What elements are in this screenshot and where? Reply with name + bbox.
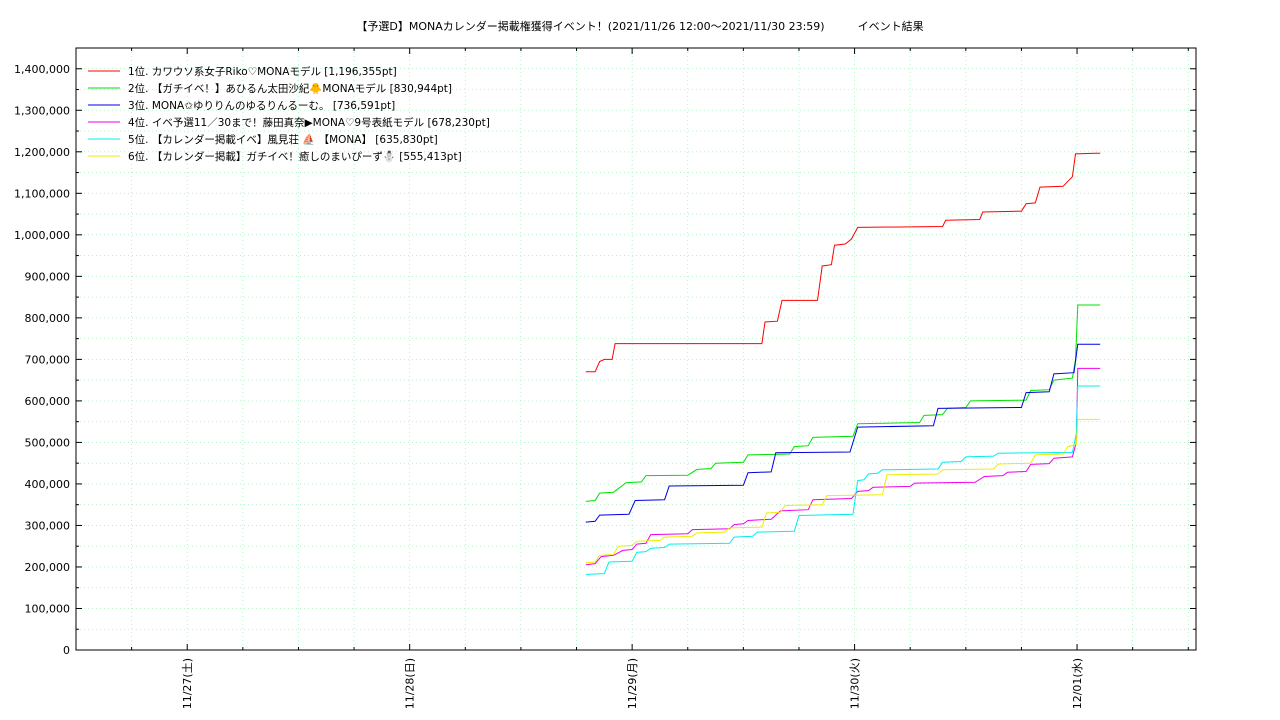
y-tick-label: 1,000,000 — [14, 229, 70, 242]
y-tick-label: 1,300,000 — [14, 104, 70, 117]
series-line-6 — [585, 418, 1101, 564]
legend-label-3: 3位. MONA✩ゆりりんのゆるりんるーむ。 [736,591pt] — [128, 99, 395, 112]
plot-area — [75, 47, 1197, 651]
y-tick-label: 1,200,000 — [14, 146, 70, 159]
series-lines — [585, 152, 1101, 575]
series-line-5 — [585, 385, 1101, 575]
chart-title: 【予選D】MONAカレンダー掲載権獲得イベント！(2021/11/26 12:0… — [356, 19, 923, 33]
series-line-1 — [585, 152, 1101, 373]
x-tick-label: 11/29(月) — [626, 658, 639, 709]
legend-label-2: 2位. 【ガチイベ！】あひるん太田沙紀🐥MONAモデル [830,944pt] — [128, 82, 452, 95]
y-tick-label: 600,000 — [25, 395, 71, 408]
y-tick-label: 700,000 — [25, 353, 71, 366]
y-axis-tick-labels: 0 100,000 200,000 300,000 400,000 500,000 600,… — [14, 63, 70, 657]
x-tick-label: 12/01(水) — [1071, 658, 1084, 709]
axis-ticks — [76, 47, 1196, 651]
legend-label-6: 6位. 【カレンダー掲載】ガチイベ！癒しのまいぴーず⛄ [555,413pt] — [128, 150, 462, 163]
grid — [76, 47, 1196, 650]
legend-label-5: 5位. 【カレンダー掲載イベ】風見荘 ⛵ 【MONA】 [635,830pt] — [128, 133, 438, 146]
legend: 1位. カワウソ系女子Riko♡MONAモデル [1,196,355pt] 2位.… — [88, 65, 490, 163]
y-tick-label: 1,100,000 — [14, 187, 70, 200]
x-tick-label: 11/27(土) — [181, 658, 194, 709]
x-tick-label: 11/30(火) — [849, 658, 862, 709]
y-tick-label: 400,000 — [25, 478, 71, 491]
x-tick-label: 11/28(日) — [404, 658, 417, 709]
y-tick-label: 300,000 — [25, 519, 71, 532]
y-tick-label: 1,400,000 — [14, 63, 70, 76]
y-tick-label: 800,000 — [25, 312, 71, 325]
y-tick-label: 900,000 — [25, 270, 71, 283]
y-tick-label: 200,000 — [25, 561, 71, 574]
legend-label-4: 4位. イベ予選11／30まで！藤田真奈▶MONA♡9号表紙モデル [678,2… — [128, 116, 490, 129]
y-tick-label: 0 — [63, 644, 70, 657]
series-line-4 — [585, 367, 1101, 566]
series-line-3 — [585, 343, 1101, 523]
legend-label-1: 1位. カワウソ系女子Riko♡MONAモデル [1,196,355pt] — [128, 65, 397, 78]
y-tick-label: 100,000 — [25, 602, 71, 615]
y-tick-label: 500,000 — [25, 436, 71, 449]
series-line-2 — [585, 304, 1101, 502]
x-axis-tick-labels: 11/27(土) 11/28(日) 11/29(月) 11/30(火) 12/01(水) — [181, 658, 1084, 709]
